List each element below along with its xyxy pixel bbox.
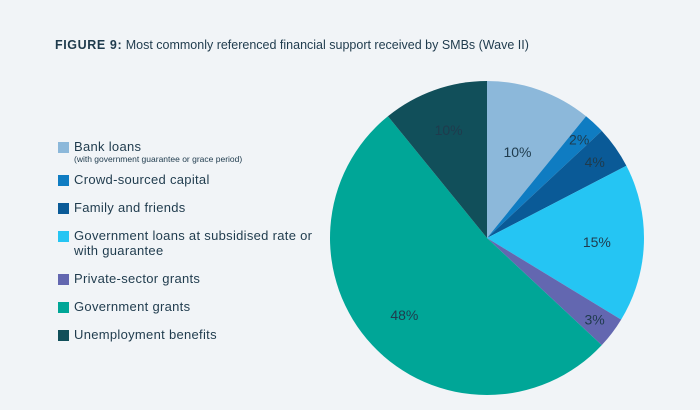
data-label-private-sector-grants: 3%: [584, 312, 604, 328]
pie-slice-private-sector-grants: [487, 238, 622, 346]
pie-slice-bank-loans: [487, 81, 587, 238]
data-label-government-grants: 48%: [390, 307, 418, 323]
legend-label-government-loans: Government loans at subsidised rate or w…: [74, 228, 313, 258]
legend-swatch-government-loans: [58, 231, 69, 242]
legend-swatch-bank-loans: [58, 142, 69, 153]
legend-note-bank-loans: (with government guarantee or grace peri…: [74, 154, 243, 164]
legend-label-government-grants: Government grants: [74, 299, 191, 314]
data-label-crowd-sourced-capital: 2%: [569, 131, 589, 147]
data-label-bank-loans: 10%: [503, 144, 531, 160]
legend-text-bank-loans: Bank loans: [74, 139, 142, 154]
legend-label-private-sector-grants: Private-sector grants: [74, 271, 201, 286]
pie-slice-government-loans: [487, 165, 644, 320]
legend-swatch-crowd-sourced-capital: [58, 175, 69, 186]
legend-swatch-private-sector-grants: [58, 274, 69, 285]
legend-label-unemployment-benefits: Unemployment benefits: [74, 327, 217, 342]
legend-label-crowd-sourced-capital: Crowd-sourced capital: [74, 172, 210, 187]
legend-swatch-family-and-friends: [58, 203, 69, 214]
data-label-government-loans: 15%: [583, 234, 611, 250]
figure-caption: Most commonly referenced financial suppo…: [125, 38, 529, 52]
legend-swatch-unemployment-benefits: [58, 330, 69, 341]
legend-swatch-government-grants: [58, 302, 69, 313]
figure-number: FIGURE 9:: [55, 38, 123, 52]
legend-label-bank-loans: Bank loans (with government guarantee or…: [74, 139, 324, 165]
data-label-unemployment-benefits: 10%: [435, 122, 463, 138]
figure-title: FIGURE 9: Most commonly referenced finan…: [55, 38, 529, 52]
data-label-family-and-friends: 4%: [585, 154, 605, 170]
pie-slice-crowd-sourced-capital: [487, 116, 602, 238]
pie-slice-unemployment-benefits: [387, 81, 487, 238]
legend-label-family-and-friends: Family and friends: [74, 200, 186, 215]
pie-slice-family-and-friends: [487, 130, 627, 238]
pie-slice-government-grants: [330, 116, 602, 395]
